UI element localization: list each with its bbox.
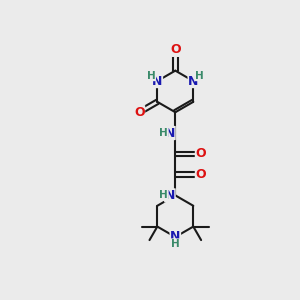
Text: N: N: [165, 127, 175, 140]
Text: H: H: [147, 71, 155, 81]
Text: H: H: [159, 128, 168, 138]
Text: O: O: [170, 44, 181, 56]
Text: H: H: [171, 239, 180, 249]
Text: N: N: [170, 230, 181, 244]
Text: H: H: [159, 190, 168, 200]
Text: O: O: [195, 147, 206, 160]
Text: O: O: [195, 168, 206, 181]
Text: H: H: [195, 71, 204, 81]
Text: O: O: [134, 106, 145, 119]
Text: N: N: [188, 74, 199, 88]
Text: N: N: [152, 74, 163, 88]
Text: N: N: [165, 189, 175, 202]
